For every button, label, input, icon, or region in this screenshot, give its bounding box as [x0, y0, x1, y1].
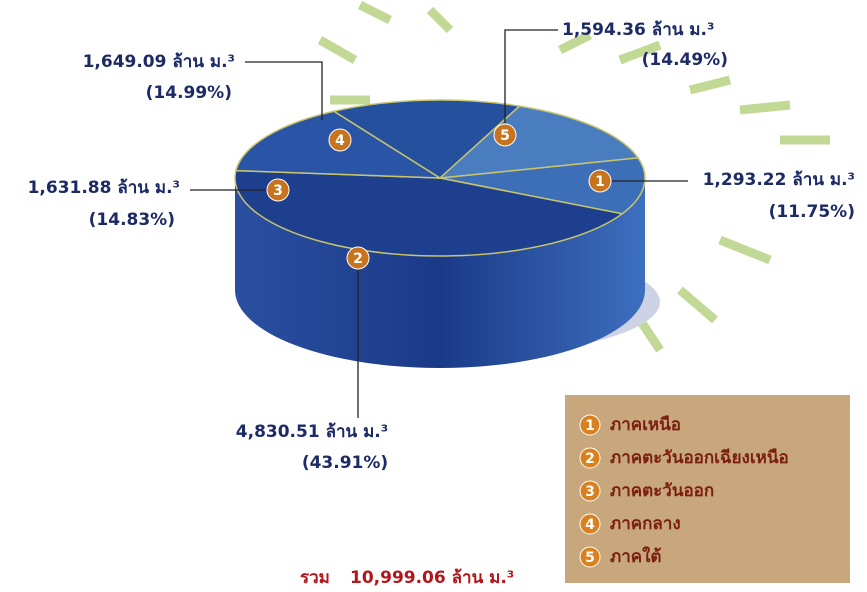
legend-badge	[579, 414, 601, 436]
share-label: (14.49%)	[642, 50, 728, 70]
value-label: 1,649.09 ล้าน ม.³	[83, 52, 235, 72]
share-label: (14.83%)	[89, 210, 175, 230]
total-label: รวม	[300, 568, 330, 588]
legend-label: ภาคตะวันออก	[610, 481, 714, 501]
pie-slice	[332, 99, 522, 179]
slice-badge-number: 2	[353, 251, 363, 267]
legend-label: ภาคเหนือ	[610, 414, 681, 435]
total-value: 10,999.06 ล้าน ม.³	[350, 568, 514, 588]
legend-badge-number: 2	[585, 451, 595, 467]
slice-badge	[346, 246, 370, 270]
leader-line	[245, 61, 323, 120]
pie-slice	[234, 169, 624, 257]
slice-badge	[493, 123, 517, 147]
legend-badge-number: 3	[585, 484, 595, 500]
legend-badge-number: 5	[585, 550, 595, 566]
slice-badge	[266, 178, 290, 202]
legend-label: ภาคกลาง	[610, 514, 681, 534]
sunburst-decoration	[317, 0, 830, 353]
slice-badge-number: 4	[335, 133, 345, 149]
legend-badge	[579, 447, 601, 469]
value-label: 1,631.88 ล้าน ม.³	[28, 178, 180, 198]
slice-badge	[328, 128, 352, 152]
legend-badge	[579, 480, 601, 502]
slice-badge-number: 1	[595, 174, 605, 190]
legend-box	[565, 395, 850, 583]
slice-badge-number: 3	[273, 183, 283, 199]
leader-line	[504, 29, 558, 123]
value-label: 4,830.51 ล้าน ม.³	[236, 422, 388, 442]
legend-label: ภาคตะวันออกเฉียงเหนือ	[610, 447, 789, 468]
cylinder-side	[235, 178, 645, 368]
share-label: (11.75%)	[769, 202, 855, 222]
share-label: (43.91%)	[302, 453, 388, 473]
pie-slice	[437, 105, 640, 179]
slice-badge	[588, 169, 612, 193]
share-label: (14.99%)	[146, 83, 232, 103]
legend-badge	[579, 513, 601, 535]
legend-badge-number: 1	[585, 418, 595, 434]
slice-badge-number: 5	[500, 128, 510, 144]
legend-badge-number: 4	[585, 517, 595, 533]
value-label: 1,594.36 ล้าน ม.³	[562, 20, 714, 40]
value-label: 1,293.22 ล้าน ม.³	[703, 170, 855, 190]
legend-badge	[579, 546, 601, 568]
legend-label: ภาคใต้	[610, 546, 661, 567]
